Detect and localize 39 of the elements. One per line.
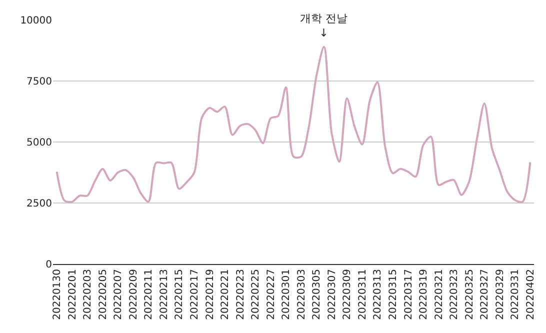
x-tick-label: 20220205: [98, 269, 109, 320]
x-tick-label: 20220317: [403, 269, 414, 320]
x-tick-label: 20220321: [434, 269, 445, 320]
x-tick-label: 20220215: [174, 269, 186, 320]
x-tick-label: 20220203: [82, 269, 94, 320]
x-tick-label: 20220221: [220, 269, 232, 320]
x-tick-label: 20220325: [464, 269, 476, 320]
x-tick-label: 20220309: [342, 269, 354, 320]
x-tick-label: 20220217: [190, 269, 200, 320]
x-tick-label: 20220303: [296, 269, 308, 320]
x-tick-label: 20220331: [510, 269, 522, 320]
x-tick-label: 20220319: [418, 269, 430, 320]
y-tick-label: 5000: [26, 138, 52, 148]
x-tick-label: 20220130: [52, 269, 64, 320]
y-tick-label: 10000: [20, 16, 52, 26]
x-tick-label: 20220207: [113, 269, 124, 320]
x-tick-label: 20220227: [266, 269, 277, 320]
y-tick-label: 7500: [26, 76, 52, 88]
x-tick-label: 20220305: [312, 269, 323, 320]
x-tick-label: 20220313: [372, 269, 384, 320]
y-tick-label: 0: [46, 260, 52, 270]
line-series: [56, 46, 532, 203]
x-tick-label: 20220307: [326, 269, 338, 320]
annotation: 개학 전날 ↓: [300, 12, 348, 40]
x-tick-label: 20220223: [235, 269, 246, 320]
x-tick-label: 20220219: [204, 269, 216, 320]
x-tick-label: 20220323: [449, 269, 460, 320]
x-tick-label: 20220225: [250, 269, 262, 320]
x-tick-label: 20220327: [480, 269, 491, 320]
x-tick-label: 20220315: [388, 269, 399, 320]
x-tick-label: 20220211: [144, 269, 155, 320]
x-tick-label: 20220402: [525, 269, 536, 320]
y-tick-label: 2500: [26, 198, 52, 210]
x-tick-label: 20220209: [128, 269, 140, 320]
x-tick-label: 20220213: [158, 269, 170, 320]
x-tick-label: 20220311: [357, 269, 368, 320]
x-tick-label: 20220329: [494, 269, 506, 320]
x-tick-label: 20220301: [281, 269, 292, 320]
x-tick-label: 20220201: [67, 269, 78, 320]
